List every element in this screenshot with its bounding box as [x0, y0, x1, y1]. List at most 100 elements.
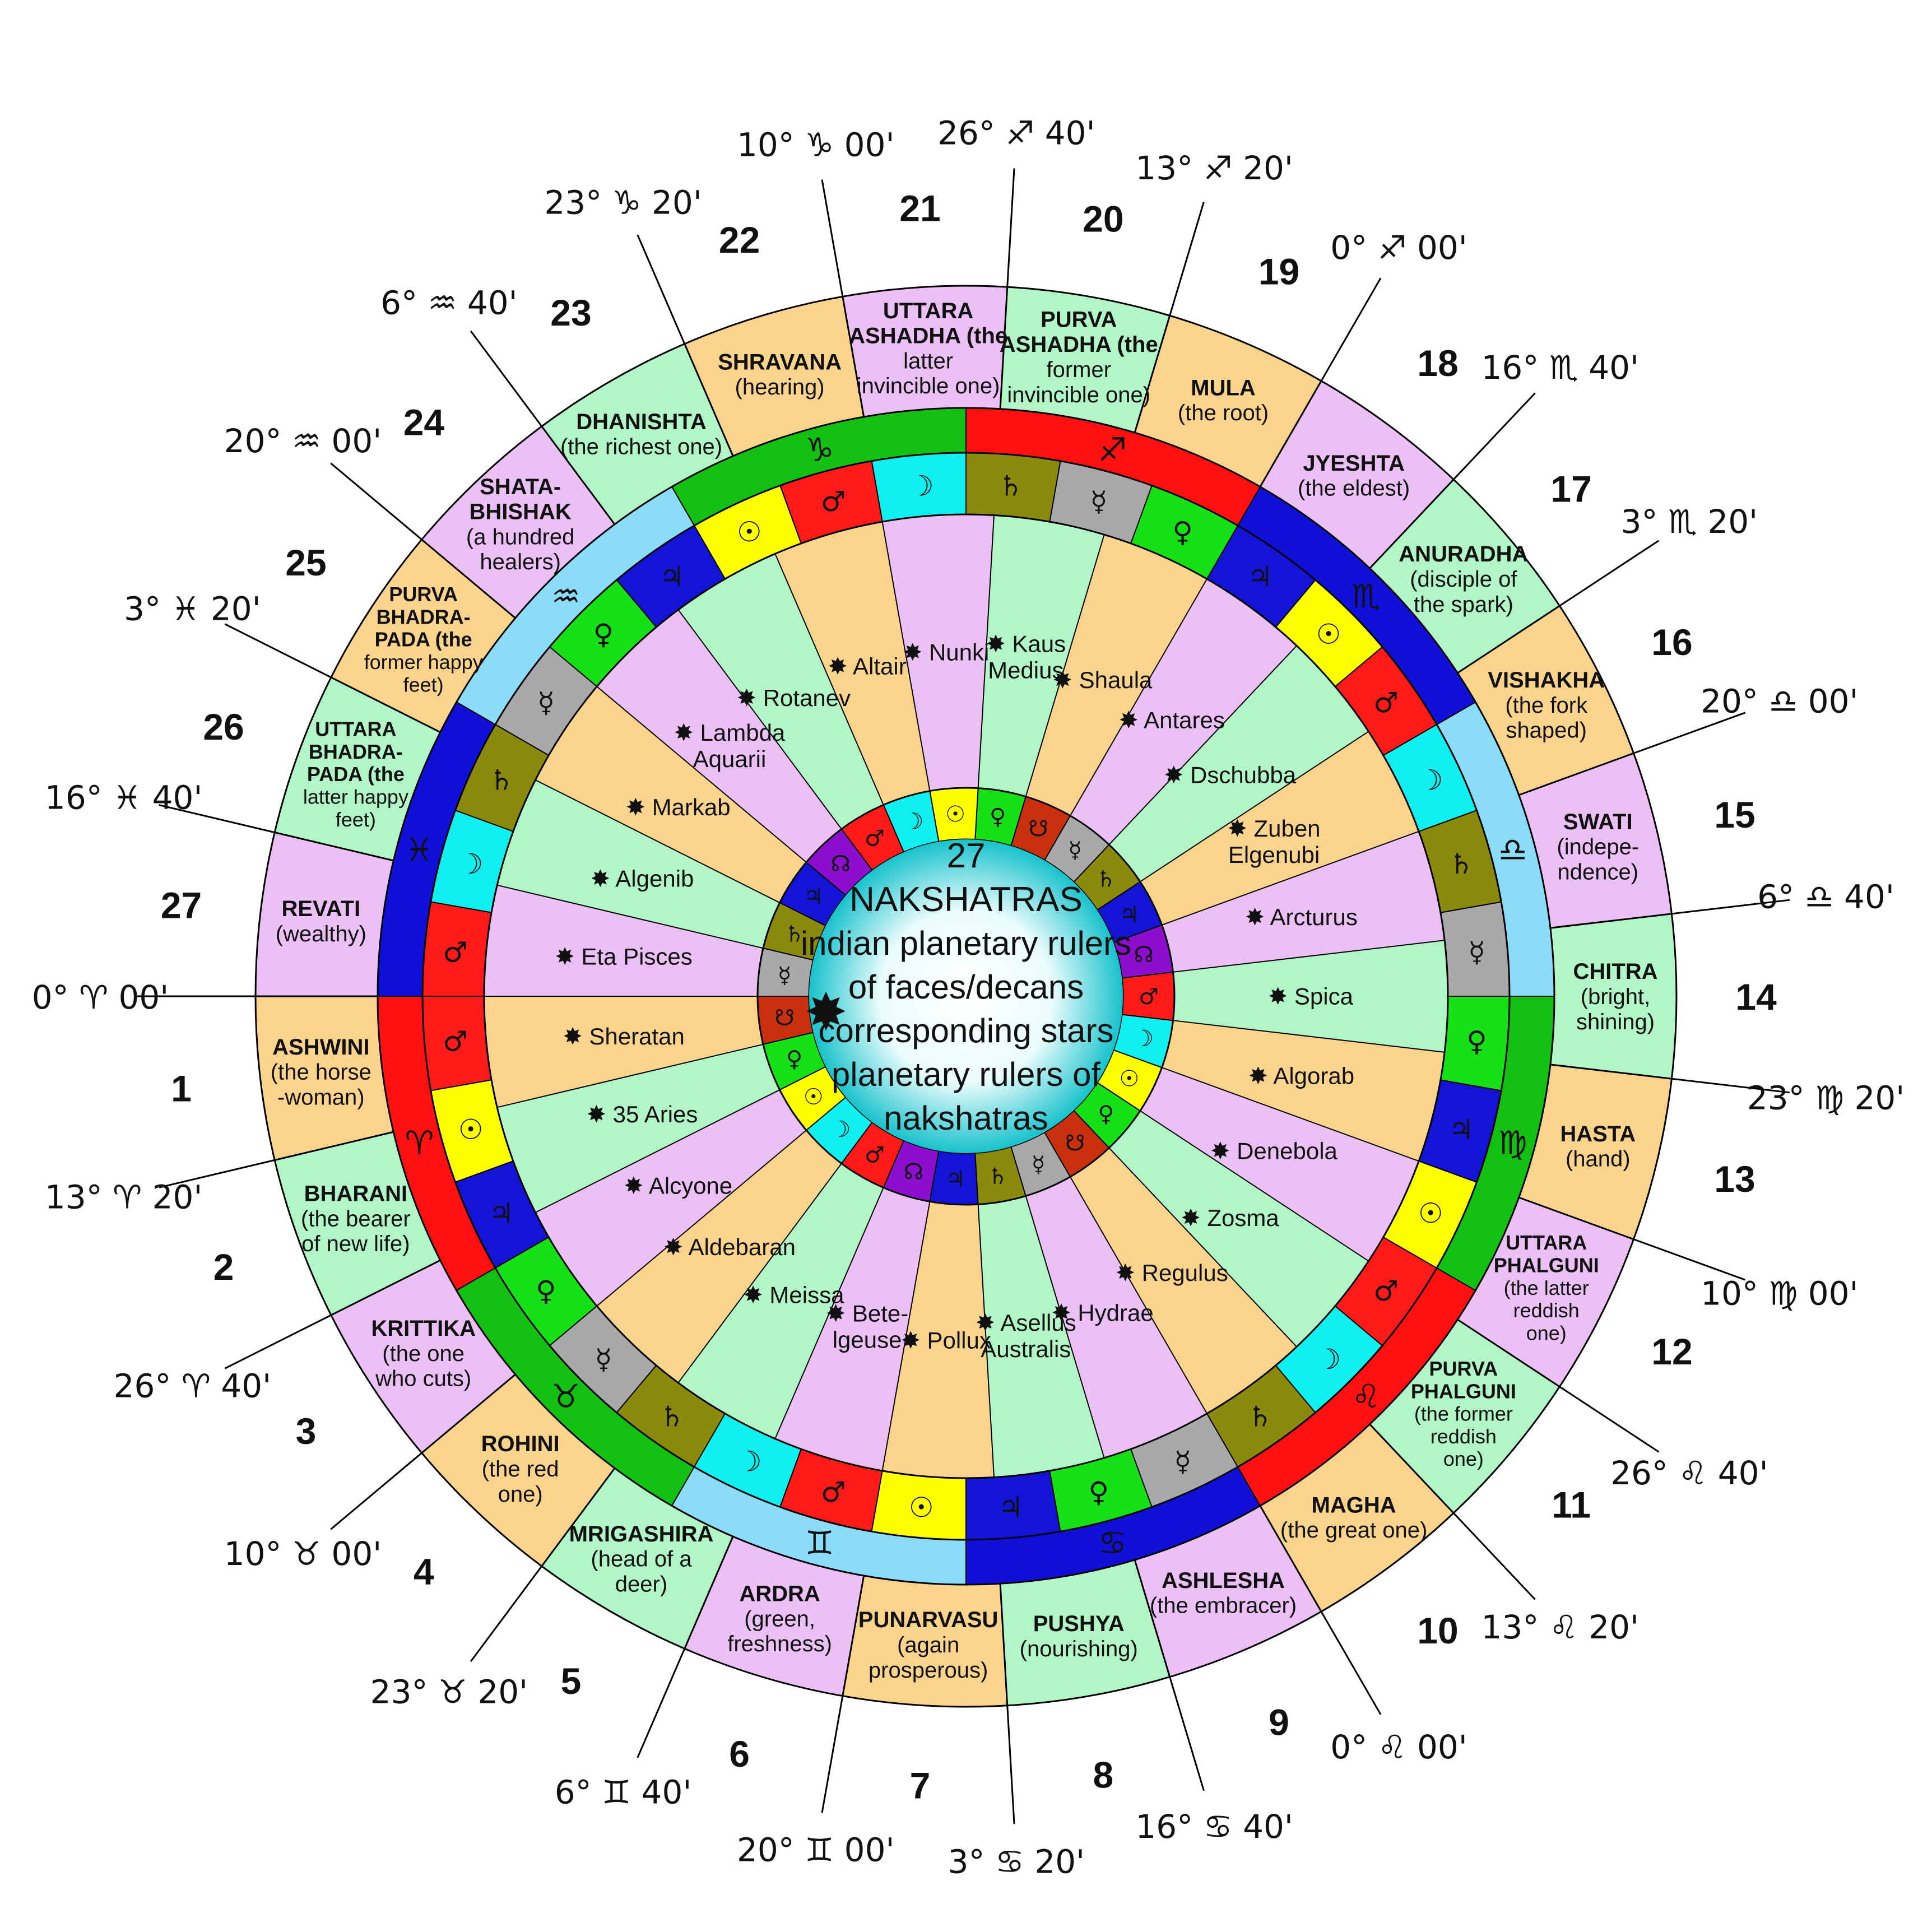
- nakshatra-meaning-6: (green,: [744, 1606, 815, 1631]
- libra-icon: ♎: [1498, 831, 1527, 869]
- degree-label-20: 13° ♐ 20': [1135, 149, 1293, 187]
- center-line-1: 27: [947, 837, 986, 875]
- star-sector-15: [1162, 831, 1445, 972]
- venus-icon: ♀: [990, 804, 1006, 830]
- nakshatra-sector-1: [256, 996, 394, 1160]
- degree-leader-line: [1369, 1423, 1536, 1600]
- nakshatra-name-9: ASHLESHA: [1162, 1568, 1285, 1593]
- star-divider: [774, 1187, 884, 1439]
- nakshatra-sector-18: [1260, 380, 1454, 569]
- nakshatra-meaning-23: (the richest one): [560, 435, 722, 459]
- nakshatra-meaning-14: (bright,: [1581, 984, 1651, 1009]
- jupiter-icon: ♃: [489, 1197, 514, 1230]
- nakshatra-meaning-25: former happy: [364, 651, 483, 674]
- degree-label-23: 23° ♑ 20': [544, 183, 702, 221]
- nakshatra-sector-4: [421, 1374, 615, 1567]
- nakshatra-number-6: 6: [729, 1733, 750, 1775]
- moon-icon: ☽: [909, 470, 934, 502]
- sign-ring: ♈ ♉ ♊ ♋ ♌ ♍ ♎ ♏ ♐ ♑ ♒ ♓: [377, 407, 1555, 1586]
- degree-label-21: 26° ♐ 40': [937, 114, 1095, 152]
- degree-label-6: 6° ♊ 40': [555, 1773, 692, 1812]
- degree-leader-line: [1550, 1063, 1790, 1094]
- degree-label-19: 0° ♐ 00': [1330, 229, 1467, 267]
- star-sector-4: [597, 1130, 842, 1383]
- nakshatra-sector-3: [331, 1260, 515, 1453]
- nakshatra-meaning-8: (nourishing): [1020, 1637, 1138, 1661]
- star-label-rotanev: ✸ Rotanev: [737, 685, 851, 711]
- degree-leader-line: [159, 1131, 394, 1188]
- saturn-icon: ♄: [1448, 848, 1474, 880]
- star-label-denebola: ✸ Denebola: [1210, 1138, 1337, 1164]
- nakshatra-meaning-12: reddish: [1513, 1299, 1580, 1322]
- nakshatra-name-19: MULA: [1191, 375, 1256, 400]
- nakshatra-meaning-18: (the eldest): [1298, 476, 1410, 501]
- ring-outline-2: [377, 407, 1555, 1586]
- star-sector-11: [1109, 1111, 1369, 1347]
- sun-icon: ☉: [945, 802, 965, 828]
- gemini-icon: ♊: [805, 1524, 834, 1562]
- sun-icon: ☉: [1316, 618, 1341, 651]
- center-line-5: corresponding stars: [819, 1012, 1114, 1049]
- venus-icon: ♀: [1089, 1476, 1109, 1508]
- star-label-antares: ✸ Antares: [1119, 707, 1225, 733]
- degree-label-5: 23° ♉ 20': [370, 1673, 528, 1711]
- moon-icon: ☽: [737, 1445, 762, 1478]
- star-label-kaus-medius: Medius: [988, 657, 1063, 684]
- degree-label-18: 16° ♏ 40': [1481, 349, 1639, 387]
- star-label-shaula: ✸ Shaula: [1053, 667, 1153, 693]
- degree-label-22: 10° ♑ 00': [737, 126, 894, 164]
- star-sector-25: [535, 686, 807, 903]
- nakshatra-number-7: 7: [910, 1765, 931, 1806]
- nakshatra-name-17: ANURADHA: [1399, 542, 1528, 566]
- nakshatra-number-21: 21: [899, 187, 940, 229]
- nakshatra-sector-26: [275, 677, 440, 861]
- nakshatra-name-20: ASHADHA (the: [1000, 332, 1158, 357]
- mercury-icon: ☿: [537, 686, 555, 719]
- rahu-icon: ☊: [1134, 942, 1154, 968]
- star-sector-13: [1162, 1020, 1445, 1162]
- nakshatra-meaning-21: latter: [903, 349, 953, 373]
- nakshatra-meaning-20: former: [1046, 357, 1111, 382]
- nakshatra-name-26: UTTARA: [315, 718, 396, 741]
- star-divider: [1025, 534, 1105, 797]
- nakshatra-sector-8: [1000, 1559, 1170, 1706]
- nakshatra-meaning-7: (again: [897, 1633, 959, 1657]
- nakshatra-meaning-14: shining): [1576, 1010, 1655, 1034]
- moon-icon: ☽: [1316, 1343, 1341, 1376]
- mars-icon: ♂: [1373, 1275, 1399, 1307]
- degree-leader-line: [637, 1536, 734, 1758]
- star-label-zuben-elgenubi: Elgenubi: [1228, 842, 1320, 868]
- center-disc: [809, 839, 1123, 1153]
- nakshatra-meaning-15: ndence): [1557, 860, 1638, 885]
- degree-leader-line: [330, 1373, 516, 1530]
- degree-leader-line: [1457, 540, 1660, 674]
- degree-label-24: 6° ♒ 40': [380, 284, 518, 322]
- degree-label-13: 10° ♍ 00': [1701, 1274, 1858, 1312]
- center-line-6: planetary rulers of: [832, 1056, 1101, 1093]
- nakshatra-meaning-5: (head of a: [591, 1547, 692, 1572]
- degree-leader-line: [821, 1575, 865, 1813]
- jupiter-icon: ♃: [945, 1166, 965, 1192]
- star-divider: [977, 515, 995, 788]
- degree-label-12: 26° ♌ 40': [1610, 1454, 1768, 1492]
- venus-icon: ♀: [1098, 1102, 1114, 1127]
- degree-leader-line: [330, 462, 516, 619]
- nakshatra-number-14: 14: [1735, 976, 1777, 1018]
- star-ring: [484, 514, 1448, 1478]
- taurus-icon: ♉: [551, 1377, 580, 1415]
- star-sector-23: [678, 554, 884, 829]
- saturn-icon: ♄: [988, 1164, 1008, 1190]
- degree-label-2: 13° ♈ 20': [45, 1178, 202, 1216]
- degree-label-7: 20° ♊ 00': [737, 1831, 894, 1869]
- star-divider: [535, 1089, 781, 1213]
- nakshatra-meaning-7: prosperous): [869, 1658, 988, 1683]
- mars-icon: ♂: [821, 485, 846, 518]
- nakshatra-meaning-6: freshness): [727, 1632, 832, 1656]
- venus-icon: ♀: [536, 1275, 556, 1307]
- nakshatra-meaning-11: (the former: [1414, 1402, 1513, 1425]
- degree-leader-line: [159, 804, 394, 862]
- degree-label-16: 20° ♎ 00': [1701, 682, 1858, 721]
- nakshatra-sector-13: [1518, 1064, 1672, 1239]
- star-divider: [1162, 830, 1419, 926]
- mercury-icon: ☿: [1032, 1151, 1046, 1177]
